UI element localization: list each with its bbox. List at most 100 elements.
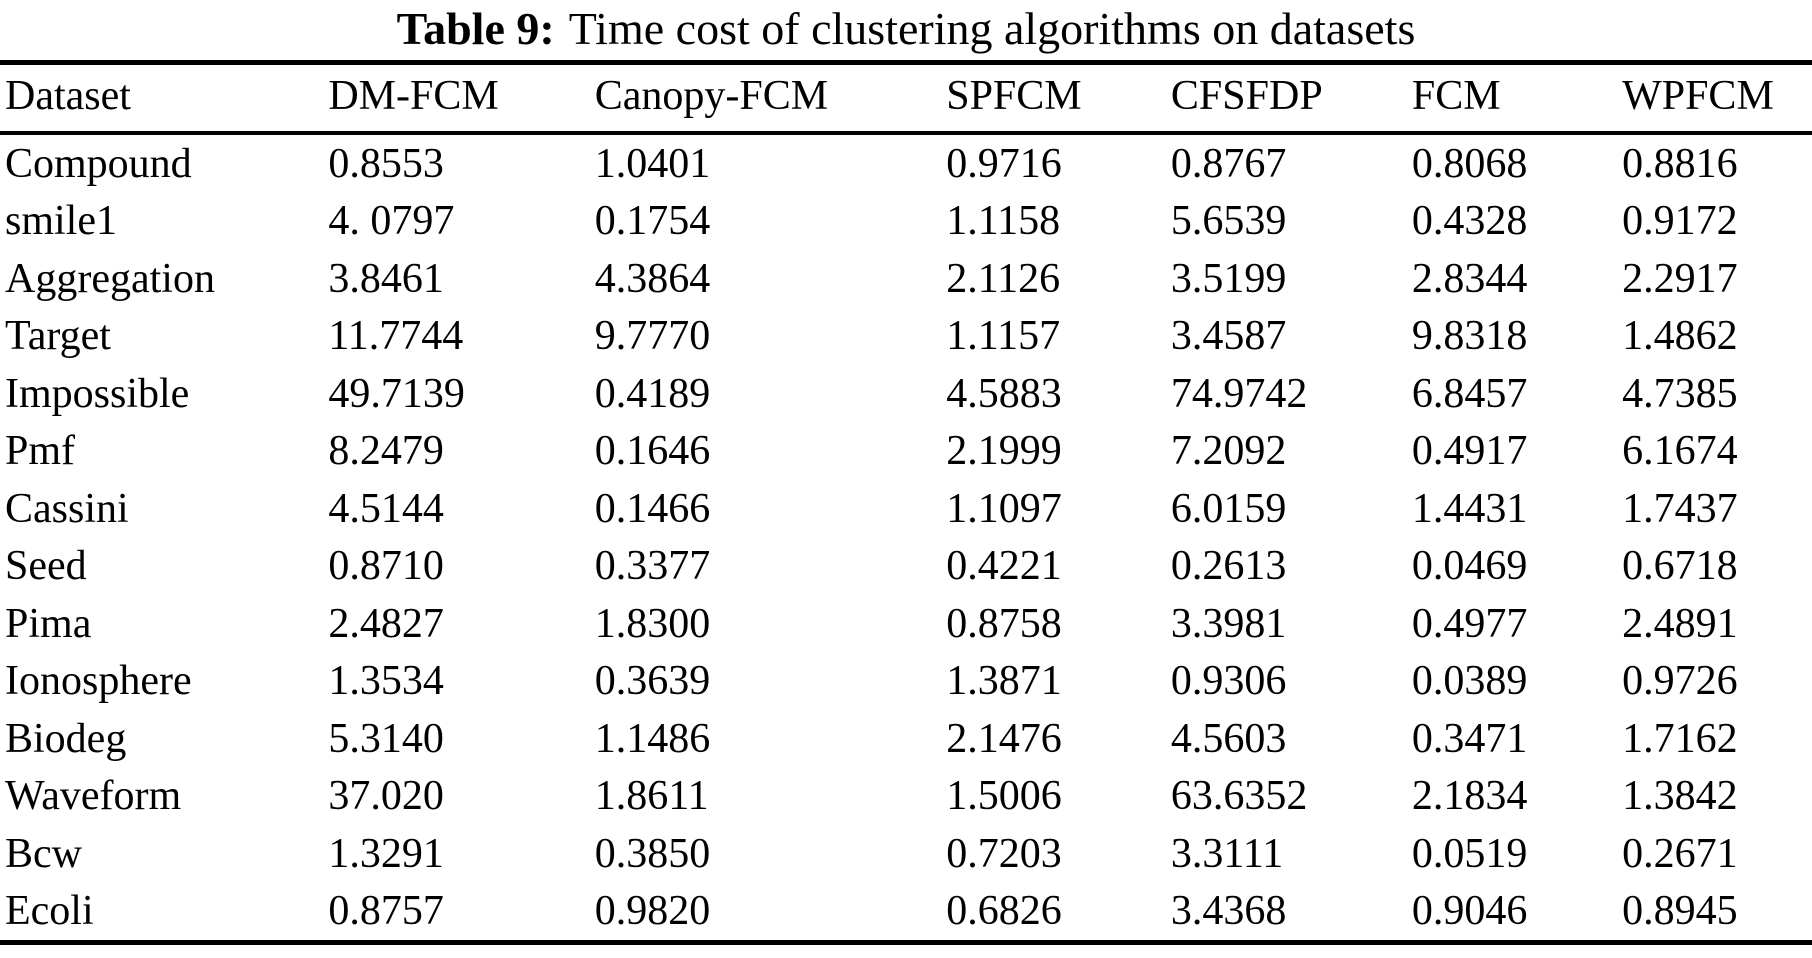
cell-dataset-name: Bcw — [5, 830, 82, 877]
table-row: Bcw 1.3291 0.3850 0.7203 3.3111 0.0519 0.2671 — [0, 825, 1812, 883]
cell-time-value: 4.3864 — [594, 255, 711, 302]
cell-time-value: 2.1834 — [1411, 773, 1528, 820]
cell-time-value: 4.5883 — [946, 370, 1062, 417]
cell-time-value: 0.9820 — [594, 888, 711, 935]
cell-time-value: 8.2479 — [328, 428, 444, 475]
cell-time-value: 0.2613 — [1170, 543, 1287, 590]
cell-time-value: 0.0519 — [1411, 830, 1528, 877]
cell-time-value: 3.3981 — [1170, 600, 1287, 647]
time-cost-table: Dataset DM-FCM Canopy-FCM SPFCM CFSFDP F… — [0, 60, 1812, 945]
cell-time-value: 0.7203 — [946, 830, 1062, 877]
cell-time-value: 2.4827 — [328, 600, 444, 647]
cell-time-value: 1.5006 — [946, 773, 1062, 820]
table-row: Pima 2.4827 1.8300 0.8758 3.3981 0.4977 2.4891 — [0, 595, 1812, 653]
table-row: Biodeg 5.3140 1.1486 2.1476 4.5603 0.3471 1.71… — [0, 710, 1812, 768]
cell-time-value: 3.5199 — [1170, 255, 1287, 302]
cell-dataset-name: Seed — [5, 543, 87, 590]
cell-dataset-name: Aggregation — [5, 255, 215, 302]
cell-time-value: 1.1158 — [946, 198, 1061, 245]
cell-time-value: 6.8457 — [1411, 370, 1528, 417]
cell-dataset-name: Waveform — [5, 773, 182, 820]
cell-time-value: 3.8461 — [328, 255, 444, 302]
table-body: Compound 0.8553 1.0401 0.9716 0.8767 0.8068 0.… — [0, 133, 1812, 943]
cell-time-value: 9.8318 — [1411, 313, 1528, 360]
table-row: Cassini 4.5144 0.1466 1.1097 6.0159 1.4431 1.7… — [0, 480, 1812, 538]
table-header: Dataset DM-FCM Canopy-FCM SPFCM CFSFDP F… — [0, 62, 1812, 135]
cell-time-value: 3.4368 — [1170, 888, 1287, 935]
cell-time-value: 9.7770 — [594, 313, 711, 360]
cell-time-value: 1.0401 — [594, 140, 711, 187]
cell-time-value: 0.1754 — [594, 198, 711, 245]
cell-time-value: 0.4221 — [946, 543, 1062, 590]
cell-time-value: 1.8611 — [594, 773, 709, 820]
cell-time-value: 1.4862 — [1622, 313, 1738, 360]
cell-time-value: 4. 0797 — [328, 198, 455, 245]
cell-time-value: 63.6352 — [1170, 773, 1308, 820]
cell-time-value: 0.3377 — [594, 543, 711, 590]
cell-time-value: 1.8300 — [594, 600, 711, 647]
cell-time-value: 2.1476 — [946, 715, 1062, 762]
cell-time-value: 1.3291 — [328, 830, 444, 877]
cell-time-value: 1.1097 — [946, 485, 1062, 532]
cell-time-value: 11.7744 — [328, 313, 464, 360]
cell-time-value: 0.3639 — [594, 658, 711, 705]
cell-time-value: 0.4189 — [594, 370, 711, 417]
cell-time-value: 0.3471 — [1411, 715, 1528, 762]
cell-dataset-name: smile1 — [5, 198, 117, 245]
cell-time-value: 0.4977 — [1411, 600, 1528, 647]
cell-time-value: 0.1646 — [594, 428, 711, 475]
cell-time-value: 1.3534 — [328, 658, 444, 705]
cell-time-value: 0.4328 — [1411, 198, 1528, 245]
cell-time-value: 4.7385 — [1622, 370, 1738, 417]
column-header-dm-fcm: DM-FCM — [324, 62, 591, 135]
cell-dataset-name: Pima — [5, 600, 92, 647]
cell-time-value: 0.1466 — [594, 485, 711, 532]
table-row: Ecoli 0.8757 0.9820 0.6826 3.4368 0.9046 0.894… — [0, 883, 1812, 943]
cell-time-value: 74.9742 — [1170, 370, 1308, 417]
table-row: Pmf 8.2479 0.1646 2.1999 7.2092 0.4917 6.1674 — [0, 423, 1812, 481]
cell-time-value: 37.020 — [328, 773, 444, 820]
cell-time-value: 2.8344 — [1411, 255, 1528, 302]
cell-time-value: 5.6539 — [1170, 198, 1287, 245]
cell-time-value: 0.9726 — [1622, 658, 1738, 705]
cell-time-value: 0.9716 — [946, 140, 1062, 187]
cell-time-value: 0.9306 — [1170, 658, 1287, 705]
column-header-cfsfdp: CFSFDP — [1166, 62, 1408, 135]
cell-time-value: 1.3871 — [946, 658, 1062, 705]
cell-time-value: 2.1126 — [946, 255, 1061, 302]
table-row: Impossible 49.7139 0.4189 4.5883 74.9742 6.84… — [0, 365, 1812, 423]
cell-time-value: 4.5603 — [1170, 715, 1287, 762]
cell-time-value: 6.0159 — [1170, 485, 1287, 532]
cell-time-value: 0.2671 — [1622, 830, 1738, 877]
table-row: smile1 4. 0797 0.1754 1.1158 5.6539 0.4328 0.9… — [0, 193, 1812, 251]
cell-dataset-name: Impossible — [5, 370, 190, 417]
cell-time-value: 0.0469 — [1411, 543, 1528, 590]
cell-time-value: 0.6718 — [1622, 543, 1738, 590]
column-header-dataset: Dataset — [0, 62, 325, 135]
column-header-canopy-fcm: Canopy-FCM — [590, 62, 943, 135]
cell-time-value: 0.8816 — [1622, 140, 1738, 187]
cell-time-value: 6.1674 — [1622, 428, 1738, 475]
cell-time-value: 1.4431 — [1411, 485, 1528, 532]
table-row: Ionosphere 1.3534 0.3639 1.3871 0.9306 0.0389… — [0, 653, 1812, 711]
cell-time-value: 0.8068 — [1411, 140, 1528, 187]
cell-time-value: 0.0389 — [1411, 658, 1528, 705]
table-row: Aggregation 3.8461 4.3864 2.1126 3.5199 2.834… — [0, 250, 1812, 308]
cell-time-value: 0.9172 — [1622, 198, 1738, 245]
cell-time-value: 5.3140 — [328, 715, 444, 762]
cell-dataset-name: Target — [5, 313, 111, 360]
cell-time-value: 1.3842 — [1622, 773, 1738, 820]
column-header-spfcm: SPFCM — [942, 62, 1167, 135]
cell-time-value: 2.4891 — [1622, 600, 1738, 647]
cell-time-value: 1.7437 — [1622, 485, 1738, 532]
table-caption-text: Time cost of clustering algorithms on da… — [568, 3, 1416, 54]
table-caption-label: Table 9: — [396, 3, 555, 54]
cell-time-value: 1.1486 — [594, 715, 711, 762]
cell-time-value: 0.6826 — [946, 888, 1062, 935]
cell-time-value: 3.4587 — [1170, 313, 1287, 360]
cell-time-value: 4.5144 — [328, 485, 444, 532]
table-row: Waveform 37.020 1.8611 1.5006 63.6352 2.1834 1… — [0, 768, 1812, 826]
cell-dataset-name: Ecoli — [5, 888, 94, 935]
cell-time-value: 0.8710 — [328, 543, 444, 590]
